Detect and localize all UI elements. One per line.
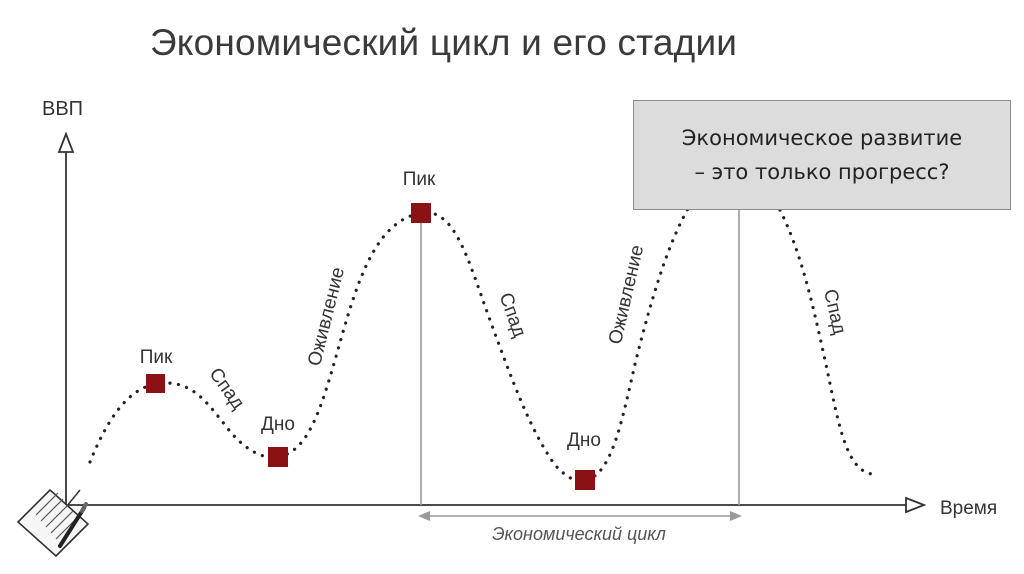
peak-marker	[411, 203, 431, 223]
phase-label: Оживление	[605, 243, 648, 346]
x-axis-label: Время	[940, 498, 997, 519]
phase-label: Спад	[819, 287, 850, 336]
point-label: Пик	[403, 169, 436, 190]
cycle-arrow-left-icon	[418, 511, 430, 521]
question-callout: Экономическое развитие – это только прог…	[633, 100, 1011, 210]
cycle-arrow-right-icon	[730, 511, 742, 521]
phase-label: Спад	[494, 290, 529, 340]
peak-marker	[146, 374, 165, 393]
callout-line-1: Экономическое развитие	[681, 126, 963, 150]
phase-label: Спад	[205, 364, 249, 413]
x-axis-arrow-icon	[905, 496, 927, 514]
point-label: Дно	[567, 430, 601, 451]
trough-marker	[575, 470, 595, 490]
trough-marker	[268, 447, 288, 467]
phase-label: Оживление	[304, 265, 349, 368]
y-axis-arrow-icon	[57, 131, 75, 153]
point-label: Дно	[261, 414, 295, 435]
cycle-label: Экономический цикл	[492, 524, 666, 544]
y-axis-label: ВВП	[42, 98, 83, 120]
gdp-curve-tail	[778, 208, 874, 476]
slide-title: Экономический цикл и его стадии	[150, 22, 738, 63]
point-label: Пик	[140, 347, 173, 368]
document-pen-icon	[16, 488, 90, 558]
callout-line-2: – это только прогресс?	[694, 160, 950, 184]
